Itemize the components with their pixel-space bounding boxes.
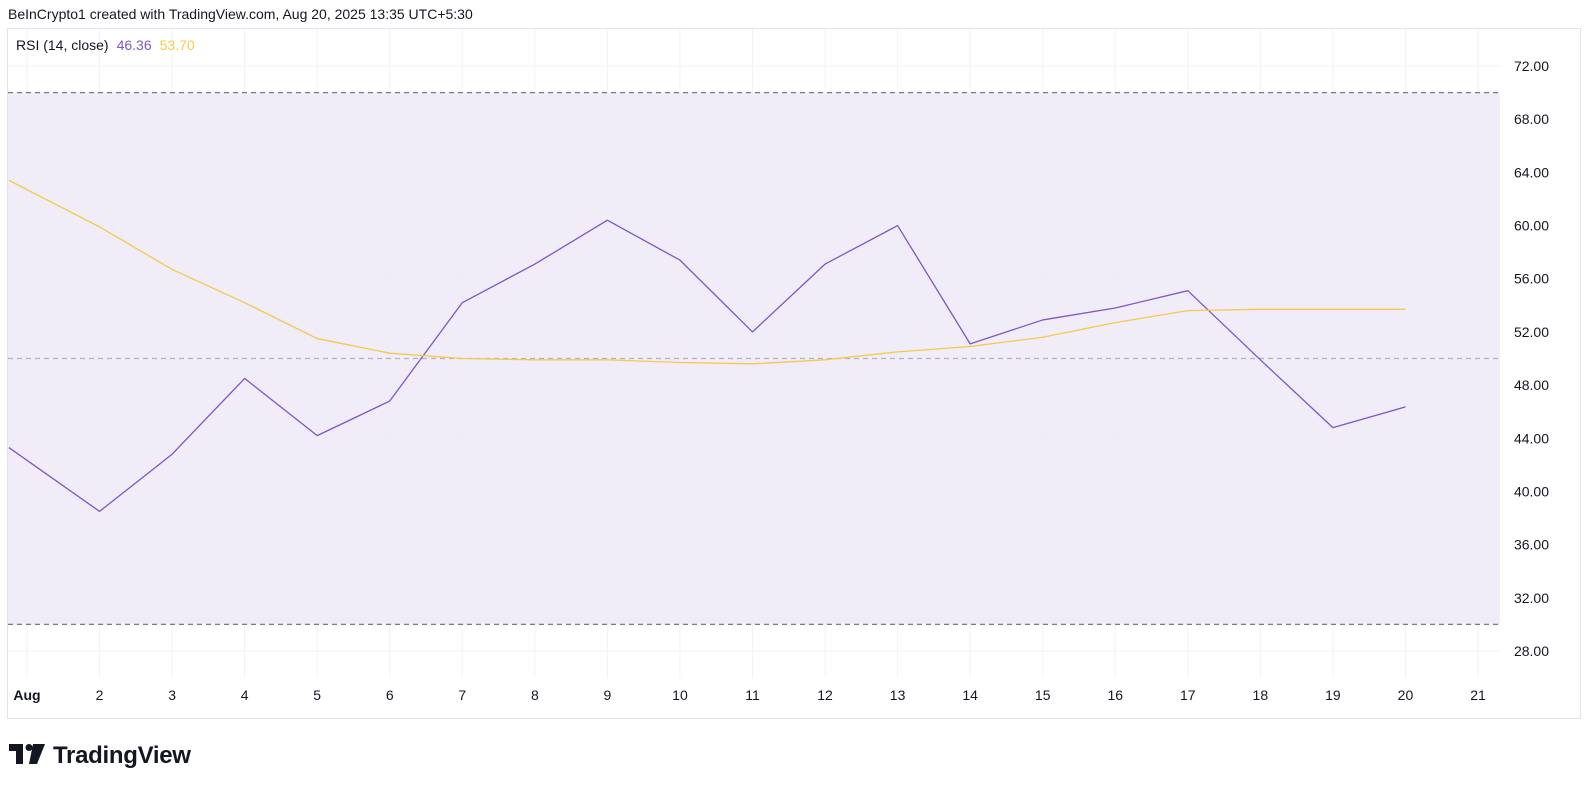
rsi-value: 46.36 xyxy=(116,37,152,53)
x-tick-label: 11 xyxy=(745,687,760,703)
y-tick-label: 40.00 xyxy=(1514,483,1549,499)
tradingview-wordmark: TradingView xyxy=(53,742,191,769)
chart-attribution: BeInCrypto1 created with TradingView.com… xyxy=(8,6,473,22)
indicator-name: RSI (14, close) xyxy=(16,37,109,53)
x-tick-label: 3 xyxy=(168,687,176,703)
x-tick-label: 21 xyxy=(1470,687,1486,703)
y-tick-label: 36.00 xyxy=(1514,537,1549,553)
x-tick-label: 13 xyxy=(890,687,906,703)
tradingview-brand[interactable]: TradingView xyxy=(9,742,191,770)
x-tick-label: 8 xyxy=(531,687,539,703)
indicator-legend[interactable]: RSI (14, close) 46.36 53.70 xyxy=(16,37,195,53)
rsi-ma-value: 53.70 xyxy=(159,37,195,53)
x-tick-label: 20 xyxy=(1398,687,1414,703)
x-tick-label: 15 xyxy=(1035,687,1051,703)
rsi-band-fill xyxy=(8,92,1500,625)
rsi-line xyxy=(8,219,1406,513)
y-tick-label: 72.00 xyxy=(1514,58,1549,74)
tradingview-logo-icon xyxy=(9,743,47,769)
x-tick-label: 2 xyxy=(96,687,104,703)
x-tick-label: 18 xyxy=(1253,687,1269,703)
x-tick-label: 12 xyxy=(817,687,833,703)
y-tick-label: 44.00 xyxy=(1514,430,1549,446)
x-tick-label: 10 xyxy=(672,687,688,703)
y-tick-label: 28.00 xyxy=(1514,643,1549,659)
x-tick-label: Aug xyxy=(13,687,40,703)
x-tick-label: 5 xyxy=(313,687,321,703)
x-tick-label: 19 xyxy=(1325,687,1341,703)
y-tick-label: 64.00 xyxy=(1514,164,1549,180)
x-tick-label: 6 xyxy=(386,687,394,703)
y-tick-label: 52.00 xyxy=(1514,324,1549,340)
x-tick-label: 9 xyxy=(604,687,612,703)
y-tick-label: 68.00 xyxy=(1514,111,1549,127)
rsi-ma-line xyxy=(8,179,1406,365)
x-tick-label: 14 xyxy=(962,687,978,703)
x-tick-label: 7 xyxy=(458,687,466,703)
x-tick-label: 4 xyxy=(241,687,249,703)
x-tick-label: 17 xyxy=(1180,687,1196,703)
y-tick-label: 60.00 xyxy=(1514,218,1549,234)
y-tick-label: 56.00 xyxy=(1514,271,1549,287)
y-tick-label: 32.00 xyxy=(1514,590,1549,606)
y-tick-label: 48.00 xyxy=(1514,377,1549,393)
chart-frame xyxy=(7,28,1581,719)
x-tick-label: 16 xyxy=(1107,687,1123,703)
